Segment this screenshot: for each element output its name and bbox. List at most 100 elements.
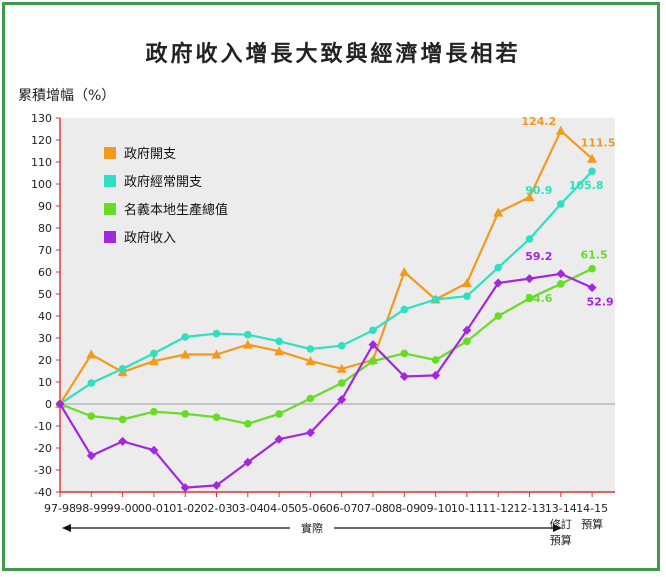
revised-label-line1: 修訂 [550,517,572,531]
series-2-point [494,263,503,272]
data-label-series-1: 124.2 [521,115,556,128]
series-4-point [337,395,347,405]
series-3-point [337,379,346,387]
y-tick-label: -10 [34,420,52,433]
series-1-point [493,207,504,217]
arrow-right-head [553,524,562,532]
data-label-series-2: 105.8 [569,179,604,192]
budget-label: 預算 [581,517,603,531]
series-1-point [180,349,191,359]
series-line-3 [59,267,593,425]
y-tick-label: 60 [38,266,52,279]
y-tick-label: -20 [34,442,52,455]
series-4-point [368,340,378,350]
series-3-point [181,410,189,418]
legend-swatch [104,231,116,243]
x-tick-label: 10-11 [451,502,483,515]
y-tick-label: 100 [31,178,52,191]
series-1-point [86,349,97,359]
x-tick-label: 99-00 [107,502,139,515]
series-1-point [587,153,598,163]
chart-title: 政府收入增長大致與經濟增長相若 [145,42,521,67]
x-tick-label: 07-08 [357,502,389,515]
series-3-point [369,357,377,365]
series-3-point [275,410,283,418]
series-2-point [87,379,96,387]
series-1-point [555,125,566,135]
y-tick-label: 130 [31,112,52,125]
series-2-point [557,200,565,208]
series-4-point [212,480,221,490]
x-tick-label: 01-02 [169,502,201,515]
series-1-point [336,363,347,373]
series-4-point [118,436,128,446]
series-3-point [306,394,315,403]
series-3-point [118,415,127,424]
x-tick-label: 06-07 [326,502,358,515]
series-3-point [150,407,158,416]
y-tick-label: 0 [45,398,52,411]
series-2-point [150,349,158,358]
legend-swatch [104,175,116,187]
y-tick-label: 40 [38,310,52,323]
series-3-point [212,413,221,422]
series-2-point [118,365,127,373]
x-tick-label: 09-10 [420,502,452,515]
series-3-point [400,349,409,358]
series-4-point [305,428,315,438]
series-3-point [244,420,252,428]
series-3-point [525,294,534,303]
series-4-point [431,370,441,380]
actual-label: 實際 [301,521,323,535]
series-4-point [274,434,284,444]
series-4-point [55,399,65,409]
legend-label: 政府開支 [124,147,176,162]
y-tick-label: 90 [38,200,52,213]
series-4-point [243,457,253,467]
series-3-point [557,280,565,288]
arrow-left-head [62,524,71,532]
series-4-point [180,483,190,493]
series-3-point [87,412,96,420]
legend-label: 政府收入 [124,231,176,246]
series-1-point [148,356,159,366]
x-tick-label: 12-13 [514,502,546,515]
y-tick-label: 120 [31,134,52,147]
y-tick-label: 110 [31,156,52,169]
series-line-4 [59,272,593,489]
data-label-series-1: 111.5 [581,137,616,150]
legend-label: 名義本地生產總值 [124,202,228,218]
x-tick-label: 00-01 [138,502,170,515]
x-tick-label: 14-15 [576,502,608,515]
series-1-point [524,192,535,202]
x-tick-label: 05-06 [294,502,326,515]
y-axis-label: 累積增幅（%） [18,88,116,104]
series-4-point [493,278,503,288]
series-2-point [431,295,440,304]
series-4-point [587,283,597,293]
data-label-series-4: 52.9 [587,296,614,309]
x-tick-label: 02-03 [201,502,233,515]
x-tick-label: 98-99 [75,502,107,515]
y-tick-label: 50 [38,288,52,301]
x-tick-label: 13-14 [545,502,577,515]
series-4-point [149,445,159,455]
series-2-point [306,345,315,353]
series-2-point [588,167,596,176]
series-line-1 [59,129,593,405]
actual-label-bg [290,519,334,537]
series-1-point [399,267,410,276]
y-tick-label: 30 [38,332,52,345]
series-1-point [274,346,285,356]
series-2-point [525,235,534,243]
series-3-point [494,312,503,320]
series-line-2 [59,170,593,405]
series-2-point [244,330,252,339]
y-tick-label: -40 [34,486,52,499]
x-tick-label: 04-05 [263,502,295,515]
series-3-point [588,264,596,273]
x-tick-label: 03-04 [232,502,264,515]
data-label-series-3: 54.6 [525,292,552,305]
data-label-series-2: 90.9 [525,184,552,197]
data-label-series-3: 61.5 [581,249,608,262]
